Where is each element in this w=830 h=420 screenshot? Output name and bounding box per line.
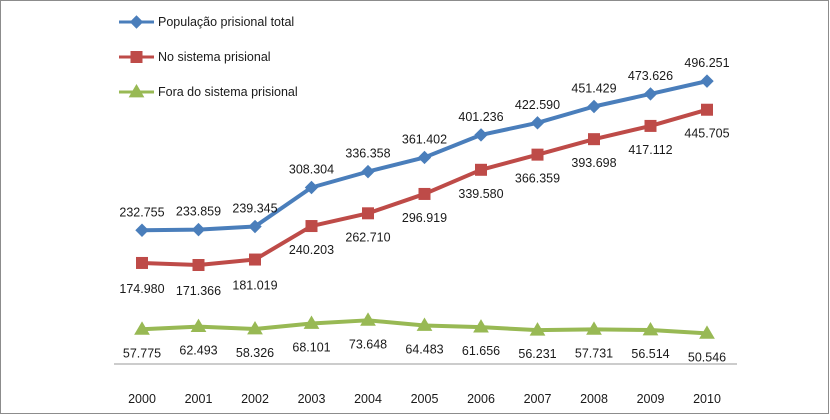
x-tick-label: 2008 [580,392,608,406]
legend-label: No sistema prisional [158,50,271,64]
data-label: 473.626 [628,69,673,83]
legend-marker [129,15,144,29]
data-label: 57.775 [123,346,161,360]
data-label: 181.019 [232,279,277,293]
data-label: 361.402 [402,132,447,146]
data-label: 308.304 [289,162,334,176]
data-point [529,322,546,336]
data-point [474,128,488,142]
data-point [362,207,374,220]
data-label: 61.656 [462,344,500,358]
data-point [587,99,601,114]
x-tick-label: 2009 [637,392,665,406]
data-point [361,164,375,179]
data-point [249,253,261,266]
data-point [644,119,657,132]
data-label: 56.231 [518,347,556,361]
legend-label: População prisional total [158,15,294,29]
data-point [416,317,433,331]
data-label: 171.366 [176,284,221,298]
x-tick-label: 2003 [298,392,326,406]
data-point [305,220,318,233]
series-1: 232.755 233.859 239.345 308.304 336.358 361.4… [119,56,730,237]
data-point [192,259,205,272]
data-point [304,180,319,195]
data-point [191,222,206,237]
data-label: 62.493 [179,344,217,358]
data-point [473,319,489,333]
data-label: 262.710 [345,230,390,244]
data-point [642,322,659,336]
data-label: 64.483 [405,343,443,357]
x-tick-label: 2010 [693,392,721,406]
data-point [136,256,148,269]
data-label: 393.698 [571,156,616,170]
x-tick-label: 2002 [241,392,269,406]
data-point [248,219,262,234]
x-tick-label: 2005 [411,392,439,406]
data-point [417,150,432,165]
data-label: 339.580 [458,187,503,201]
data-label: 417.112 [628,143,672,157]
data-point [303,315,320,329]
data-point [475,163,487,176]
x-tick-label: 2001 [185,392,213,406]
data-label: 232.755 [119,205,164,219]
data-label: 56.514 [631,347,669,361]
data-point [588,133,600,146]
data-label: 239.345 [232,202,277,216]
x-tick-labels: 2000 2001 2002 2003 2004 2005 2006 2007 2008 2009… [128,392,721,406]
data-label: 233.859 [176,205,221,219]
data-label: 496.251 [684,56,729,70]
legend-item: Fora do sistema prisional [119,84,298,99]
series-2: 174.980 171.366 181.019 240.203 262.710 296.9… [119,103,730,298]
data-point [134,321,150,335]
legend-item: População prisional total [119,15,294,29]
data-point [643,87,658,101]
series-3: 57.775 62.493 58.326 68.101 73.648 64.483 61.6… [123,312,726,364]
data-label: 174.980 [119,282,164,296]
data-point [190,318,207,333]
data-point [586,321,602,335]
x-tick-label: 2004 [354,392,382,406]
data-point [699,325,715,339]
data-label: 401.236 [458,110,503,124]
x-tick-label: 2006 [467,392,495,406]
legend-item: No sistema prisional [119,50,271,64]
data-point [700,74,714,88]
x-tick-label: 2000 [128,392,156,406]
data-label: 68.101 [292,340,330,354]
data-label: 451.429 [571,81,616,95]
data-label: 296.919 [402,211,447,225]
data-point [530,116,545,130]
data-label: 445.705 [684,127,729,141]
legend-label: Fora do sistema prisional [158,85,298,99]
data-label: 57.731 [575,346,613,360]
series-layer: 232.755 233.859 239.345 308.304 336.358 361.4… [119,56,729,364]
data-point [135,223,149,237]
data-label: 58.326 [236,346,274,360]
data-point [360,312,376,326]
data-point [247,321,263,335]
data-point [701,103,713,116]
data-label: 73.648 [349,337,387,351]
data-label: 366.359 [515,172,560,186]
legend: População prisional total No sistema pris… [119,15,298,99]
x-tick-label: 2007 [524,392,552,406]
legend-marker [130,51,143,63]
data-point [418,187,431,200]
legend-marker [128,84,145,98]
data-label: 50.546 [688,350,726,364]
data-label: 422.590 [515,98,560,112]
data-label: 240.203 [289,243,334,257]
data-label: 336.358 [345,147,390,161]
data-point [531,148,544,161]
